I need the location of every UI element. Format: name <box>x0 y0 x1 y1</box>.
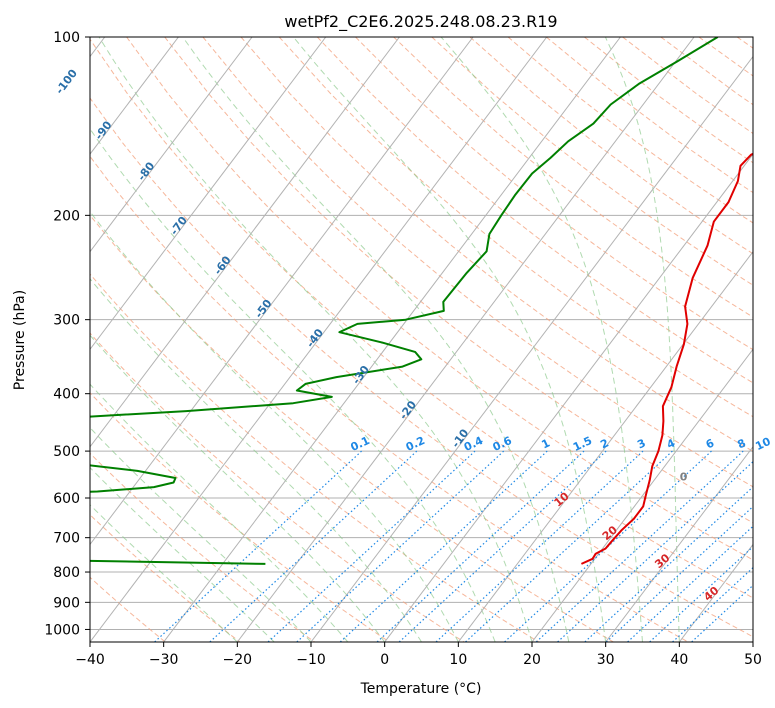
dry-adiabat <box>90 155 689 642</box>
dry-adiabat <box>90 332 465 642</box>
moist-adiabat <box>90 128 496 642</box>
y-tick-label: 200 <box>53 208 80 224</box>
data-series <box>90 37 753 565</box>
moist-adiabat <box>182 37 570 642</box>
dewpoint-line <box>90 37 719 565</box>
moist-adiabat <box>90 466 275 642</box>
x-tick-label: −10 <box>296 652 326 668</box>
plot-frame <box>89 36 754 643</box>
axes: −40 −30 −20 −10 0 10 20 30 40 50 100 200 300 400 500 60… <box>44 30 762 668</box>
dry-adiabat <box>90 214 614 642</box>
zero-label: 0 <box>680 470 688 483</box>
background-lines <box>90 37 753 642</box>
dry-adiabat <box>164 37 753 524</box>
dry-adiabat <box>90 273 540 642</box>
dry-adiabat <box>90 452 315 642</box>
moist-adiabat <box>90 427 312 642</box>
dry-adiabat <box>240 37 753 452</box>
x-tick-label: −20 <box>223 652 253 668</box>
y-tick-label: 400 <box>53 387 80 403</box>
isotherm <box>384 153 753 642</box>
y-tick-label: 500 <box>53 444 80 460</box>
moist-adiabat <box>90 383 349 642</box>
x-axis-label: Temperature (°C) <box>360 681 482 697</box>
isotherm <box>90 37 253 253</box>
chart-title: wetPf2_C2E6.2025.248.08.23.R19 <box>284 12 557 32</box>
moist-adiabat <box>90 278 422 642</box>
moist-adiabat <box>90 210 459 642</box>
y-tick-label: 300 <box>53 313 80 329</box>
dry-adiabat <box>316 37 753 384</box>
isotherm <box>163 37 621 642</box>
isotherm <box>90 37 179 155</box>
temperature-line <box>580 152 753 565</box>
y-tick-label: 700 <box>53 531 80 547</box>
moist-adiabat <box>293 37 607 642</box>
y-tick-label: 100 <box>53 30 80 46</box>
dry-adiabat <box>90 392 390 642</box>
isotherm <box>605 446 753 642</box>
moist-adiabat <box>604 37 680 642</box>
y-tick-label: 900 <box>53 595 80 611</box>
isotherm <box>90 37 548 642</box>
x-tick-label: −30 <box>149 652 179 668</box>
dry-adiabat <box>278 37 753 418</box>
moist-adiabat <box>98 37 533 642</box>
isotherm <box>457 250 753 642</box>
x-tick-label: 30 <box>597 652 615 668</box>
x-tick-label: 10 <box>449 652 467 668</box>
x-tick-label: 20 <box>523 652 541 668</box>
isotherm <box>236 37 695 642</box>
isotherm <box>310 55 753 642</box>
dry-adiabat <box>90 38 753 599</box>
isotherm <box>90 37 327 351</box>
y-tick-label: 800 <box>53 565 80 581</box>
dry-adiabat <box>202 37 753 488</box>
y-tick-label: 1000 <box>44 622 80 638</box>
dry-adiabat <box>90 576 166 642</box>
moist-adiabat <box>440 37 643 642</box>
x-tick-label: 50 <box>744 652 762 668</box>
isotherm <box>531 348 753 642</box>
dry-adiabat <box>126 37 753 561</box>
y-tick-label: 600 <box>53 491 80 507</box>
x-tick-label: −40 <box>75 652 105 668</box>
isotherm <box>90 37 474 546</box>
x-tick-label: 40 <box>670 652 688 668</box>
mixing-ratio-label: 10 <box>753 435 773 453</box>
dry-adiabat <box>355 37 753 351</box>
x-tick-label: 0 <box>380 652 389 668</box>
isotherm <box>90 37 400 448</box>
y-axis-label: Pressure (hPa) <box>12 290 28 390</box>
moist-adiabat <box>90 334 386 642</box>
